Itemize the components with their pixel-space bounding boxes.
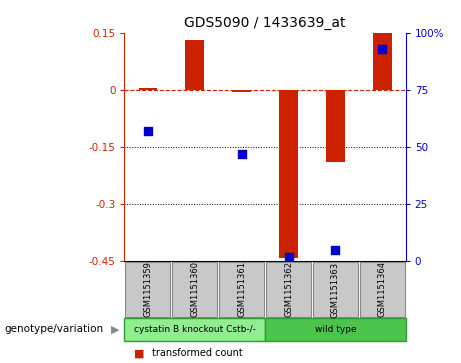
Title: GDS5090 / 1433639_at: GDS5090 / 1433639_at <box>184 16 346 30</box>
Point <box>332 247 339 253</box>
Point <box>378 46 386 52</box>
Bar <box>326 90 345 162</box>
Bar <box>279 90 298 257</box>
Text: cystatin B knockout Cstb-/-: cystatin B knockout Cstb-/- <box>134 325 256 334</box>
Point <box>238 151 245 157</box>
Bar <box>185 40 204 90</box>
Text: ▶: ▶ <box>112 324 120 334</box>
Text: GSM1151364: GSM1151364 <box>378 261 387 318</box>
Bar <box>232 90 251 92</box>
Text: genotype/variation: genotype/variation <box>5 324 104 334</box>
Text: GSM1151363: GSM1151363 <box>331 261 340 318</box>
Text: GSM1151361: GSM1151361 <box>237 261 246 318</box>
Point <box>285 254 292 260</box>
Bar <box>373 33 392 90</box>
Text: wild type: wild type <box>314 325 356 334</box>
Text: GSM1151360: GSM1151360 <box>190 261 199 318</box>
Text: transformed count: transformed count <box>152 348 243 359</box>
Bar <box>138 88 157 90</box>
Text: GSM1151362: GSM1151362 <box>284 261 293 318</box>
Text: ■: ■ <box>134 348 144 359</box>
Text: GSM1151359: GSM1151359 <box>143 262 153 317</box>
Point <box>144 128 152 134</box>
